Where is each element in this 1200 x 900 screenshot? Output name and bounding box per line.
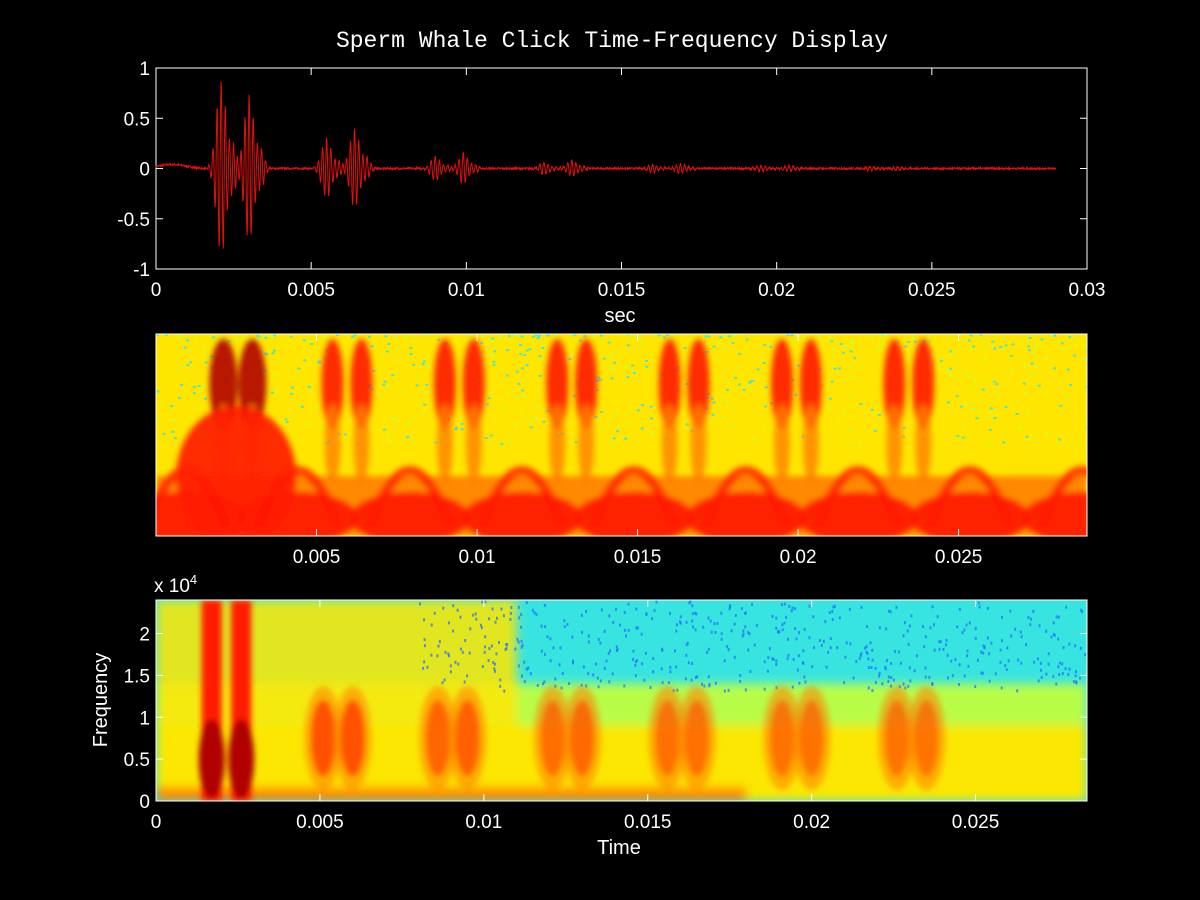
spectrogram-xtick-label: 0.005 [296,812,344,833]
spectrogram-xtick-label: 0.025 [952,812,1000,833]
spectrogram-ytick-label: 0.5 [124,750,150,771]
waveform-ticks: 0 0.005 0.01 0.015 0.02 0.025 0.03 1 0.5 0 -0.5 -1 [117,59,1105,301]
waveform-ytick-label: 0 [139,160,150,181]
scalogram-axes-box [155,333,1088,537]
spectrogram-ylabel: Frequency [90,653,112,748]
spectrogram-xtick-label: 0.01 [465,812,502,833]
scalogram-xtick-label: 0.005 [293,547,341,568]
spectrogram-ytick-label: 1 [139,708,150,729]
waveform-panel: 0 0.005 0.01 0.015 0.02 0.025 0.0310.50-0.5-1 … [117,59,1105,327]
scalogram-xtick-label: 0.025 [935,547,983,568]
waveform-series-line [155,81,1057,249]
spectrogram-image [156,600,1087,801]
spectrogram-xtick-label: 0.02 [793,812,830,833]
spectrogram-ytick-label: 1.5 [124,666,150,687]
waveform-xtick-label: 0.01 [448,280,485,301]
waveform-xtick-label: 0.025 [908,280,956,301]
spectrogram-xtick-label: 0 [151,812,162,833]
waveform-xtick-label: 0.015 [598,280,646,301]
scalogram-panel: 0.005 0.01 0.015 0.02 0.025 [155,333,1088,568]
scalogram-xtick-label: 0.015 [614,547,662,568]
scalogram-image [156,334,1087,536]
waveform-xtick-label: 0.03 [1069,280,1106,301]
spectrogram-exponent-label: x 104 [154,572,197,597]
spectrogram-axes-box [155,599,1088,802]
waveform-ytick-label: 1 [139,59,150,80]
waveform-xtick-label: 0.005 [287,280,335,301]
waveform-xtick-label: 0 [151,280,162,301]
spectrogram-ytick-label: 2 [139,625,150,646]
waveform-ytick-label: -1 [133,260,150,281]
scalogram-xtick-label: 0.02 [780,547,817,568]
spectrogram-ticks: 0 0.005 0.01 0.015 0.02 0.025 0 0.5 1 1.5 2 [124,600,1087,833]
figure-title: Sperm Whale Click Time-Frequency Display [336,28,888,54]
spectrogram-xtick-label: 0.015 [624,812,672,833]
waveform-xtick-label: 0.02 [758,280,795,301]
scalogram-xtick-label: 0.01 [459,547,496,568]
spectrogram-ytick-label: 0 [139,792,150,813]
scalogram-ticks: 0.005 0.01 0.015 0.02 0.025 [293,334,983,568]
waveform-xlabel: sec [604,305,635,327]
waveform-ytick-label: -0.5 [117,210,150,231]
spectrogram-xlabel: Time [597,837,641,859]
waveform-ytick-label: 0.5 [124,109,150,130]
